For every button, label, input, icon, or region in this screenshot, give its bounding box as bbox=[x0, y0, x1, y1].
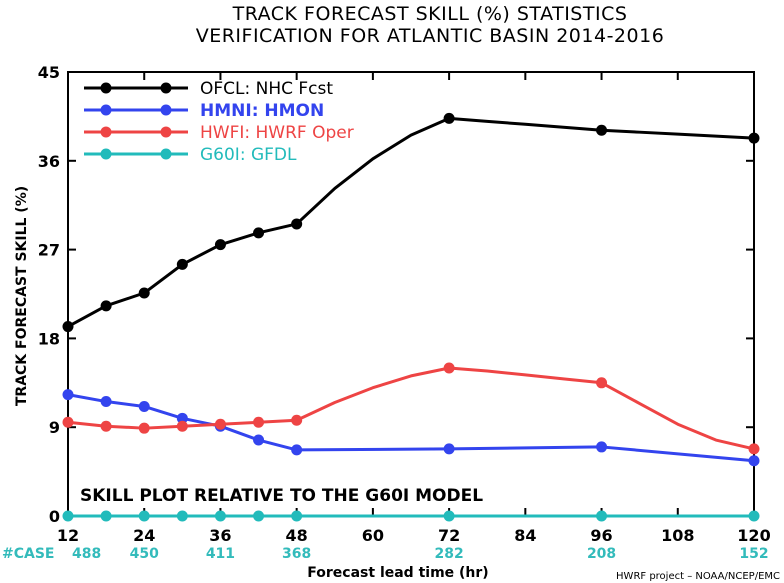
data-point-ofcl bbox=[596, 124, 608, 136]
x-axis-label: Forecast lead time (hr) bbox=[307, 565, 488, 581]
case-count: 450 bbox=[130, 546, 159, 562]
data-point-hwfi bbox=[596, 377, 608, 389]
y-tick-label: 45 bbox=[38, 63, 60, 82]
data-point-g60i bbox=[443, 510, 455, 522]
y-tick-label: 18 bbox=[38, 329, 60, 348]
case-count: 488 bbox=[72, 546, 101, 562]
data-point-g60i bbox=[253, 510, 265, 522]
data-point-hmni bbox=[138, 400, 150, 412]
case-count: 152 bbox=[739, 546, 768, 562]
legend-label-hwfi: HWFI: HWRF Oper bbox=[200, 123, 354, 143]
x-tick-label: 108 bbox=[661, 526, 694, 545]
y-axis-label: TRACK FORECAST SKILL (%) bbox=[14, 186, 30, 406]
legend-label-ofcl: OFCL: NHC Fcst bbox=[200, 79, 333, 99]
case-count-row: #CASE 488 450 411 368 282 208 152 bbox=[2, 546, 769, 562]
x-tick-label: 60 bbox=[362, 526, 384, 545]
x-tick-label: 24 bbox=[133, 526, 155, 545]
y-tick-label: 0 bbox=[49, 507, 60, 526]
case-count: 368 bbox=[282, 546, 311, 562]
case-count: 208 bbox=[587, 546, 616, 562]
legend-marker-hwfi bbox=[160, 126, 172, 138]
data-point-hmni bbox=[596, 441, 608, 453]
series-line-hmni bbox=[67, 393, 755, 463]
data-point-hwfi bbox=[100, 420, 112, 432]
y-tick-label: 27 bbox=[38, 241, 60, 260]
x-tick-label: 120 bbox=[737, 526, 770, 545]
data-point-g60i bbox=[214, 510, 226, 522]
data-point-hmni bbox=[443, 443, 455, 455]
data-point-hwfi bbox=[138, 422, 150, 434]
case-count: 411 bbox=[206, 546, 235, 562]
legend-marker-g60i bbox=[160, 148, 172, 160]
chart-title: TRACK FORECAST SKILL (%) STATISTICS bbox=[232, 3, 628, 25]
data-point-ofcl bbox=[748, 132, 760, 144]
x-tick-label: 48 bbox=[286, 526, 308, 545]
data-point-hwfi bbox=[62, 416, 74, 428]
data-point-g60i bbox=[176, 510, 188, 522]
data-point-ofcl bbox=[214, 239, 226, 251]
data-point-hwfi bbox=[214, 418, 226, 430]
chart-subtitle: VERIFICATION FOR ATLANTIC BASIN 2014-201… bbox=[196, 25, 665, 47]
data-point-ofcl bbox=[253, 227, 265, 239]
data-point-hwfi bbox=[291, 414, 303, 426]
data-point-hmni bbox=[748, 455, 760, 467]
data-point-hmni bbox=[100, 396, 112, 408]
data-point-g60i bbox=[62, 510, 74, 522]
x-tick-label: 36 bbox=[209, 526, 231, 545]
legend-marker-hmni bbox=[160, 104, 172, 116]
data-point-ofcl bbox=[291, 218, 303, 230]
data-point-hwfi bbox=[176, 420, 188, 432]
x-tick-label: 84 bbox=[514, 526, 536, 545]
data-point-hwfi bbox=[748, 443, 760, 455]
data-point-g60i bbox=[596, 510, 608, 522]
x-tick-label: 96 bbox=[590, 526, 612, 545]
data-point-hwfi bbox=[443, 362, 455, 374]
data-point-g60i bbox=[291, 510, 303, 522]
legend-label-g60i: G60I: GFDL bbox=[200, 145, 297, 165]
case-count: 282 bbox=[434, 546, 463, 562]
legend-marker-hmni bbox=[100, 104, 112, 116]
data-point-ofcl bbox=[176, 258, 188, 270]
x-tick-label: 72 bbox=[438, 526, 460, 545]
series-line-ofcl bbox=[67, 116, 755, 328]
legend-marker-ofcl bbox=[160, 82, 172, 94]
data-point-ofcl bbox=[443, 112, 455, 124]
data-point-g60i bbox=[138, 510, 150, 522]
data-point-hmni bbox=[62, 389, 74, 401]
plot-area: 12 24 36 48 60 72 84 96 108 120 0 9 18 27 36 45 bbox=[38, 63, 771, 545]
data-point-hmni bbox=[253, 434, 265, 446]
axis-ticks: 12 24 36 48 60 72 84 96 108 120 0 9 18 27 36 45 bbox=[38, 63, 771, 545]
case-count-label: #CASE bbox=[2, 546, 55, 562]
series-layer bbox=[62, 112, 760, 522]
series-line-hwfi bbox=[67, 366, 755, 451]
data-point-g60i bbox=[100, 510, 112, 522]
legend-marker-ofcl bbox=[100, 82, 112, 94]
y-tick-label: 9 bbox=[49, 418, 60, 437]
data-point-ofcl bbox=[100, 300, 112, 312]
legend-marker-g60i bbox=[100, 148, 112, 160]
data-point-ofcl bbox=[62, 321, 74, 333]
data-point-hmni bbox=[291, 444, 303, 456]
data-point-hwfi bbox=[253, 416, 265, 428]
credit-text: HWRF project – NOAA/NCEP/EMC bbox=[616, 571, 780, 582]
legend-label-hmni: HMNI: HMON bbox=[200, 101, 324, 121]
skill-annotation: SKILL PLOT RELATIVE TO THE G60I MODEL bbox=[80, 486, 483, 506]
data-point-ofcl bbox=[138, 287, 150, 299]
y-tick-label: 36 bbox=[38, 152, 60, 171]
data-point-g60i bbox=[748, 510, 760, 522]
data-point-hmni bbox=[176, 412, 188, 424]
x-tick-label: 12 bbox=[57, 526, 79, 545]
legend-marker-hwfi bbox=[100, 126, 112, 138]
